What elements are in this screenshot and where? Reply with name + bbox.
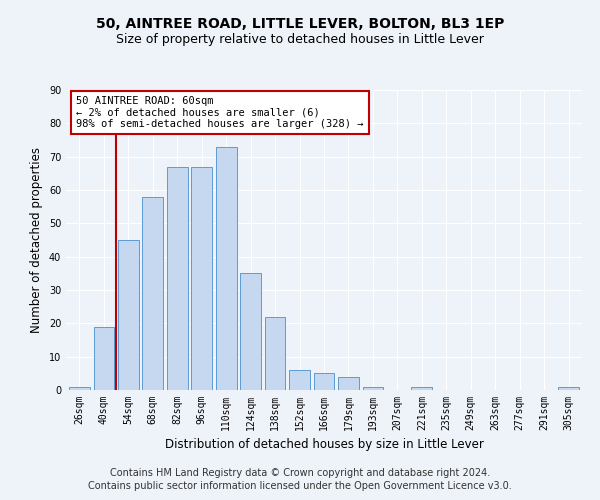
X-axis label: Distribution of detached houses by size in Little Lever: Distribution of detached houses by size … [164,438,484,452]
Text: Contains public sector information licensed under the Open Government Licence v3: Contains public sector information licen… [88,481,512,491]
Bar [338,376,359,390]
Bar [362,386,383,390]
Bar [94,326,114,390]
Bar [69,386,90,390]
Bar [142,196,163,390]
Text: 50, AINTREE ROAD, LITTLE LEVER, BOLTON, BL3 1EP: 50, AINTREE ROAD, LITTLE LEVER, BOLTON, … [96,18,504,32]
Bar [240,274,261,390]
Bar [412,386,432,390]
Bar [216,146,236,390]
Bar [118,240,139,390]
Text: Size of property relative to detached houses in Little Lever: Size of property relative to detached ho… [116,32,484,46]
Text: Contains HM Land Registry data © Crown copyright and database right 2024.: Contains HM Land Registry data © Crown c… [110,468,490,477]
Bar [314,374,334,390]
Bar [167,166,188,390]
Bar [558,386,579,390]
Text: 50 AINTREE ROAD: 60sqm
← 2% of detached houses are smaller (6)
98% of semi-detac: 50 AINTREE ROAD: 60sqm ← 2% of detached … [76,96,364,129]
Bar [191,166,212,390]
Bar [265,316,286,390]
Bar [289,370,310,390]
Y-axis label: Number of detached properties: Number of detached properties [30,147,43,333]
